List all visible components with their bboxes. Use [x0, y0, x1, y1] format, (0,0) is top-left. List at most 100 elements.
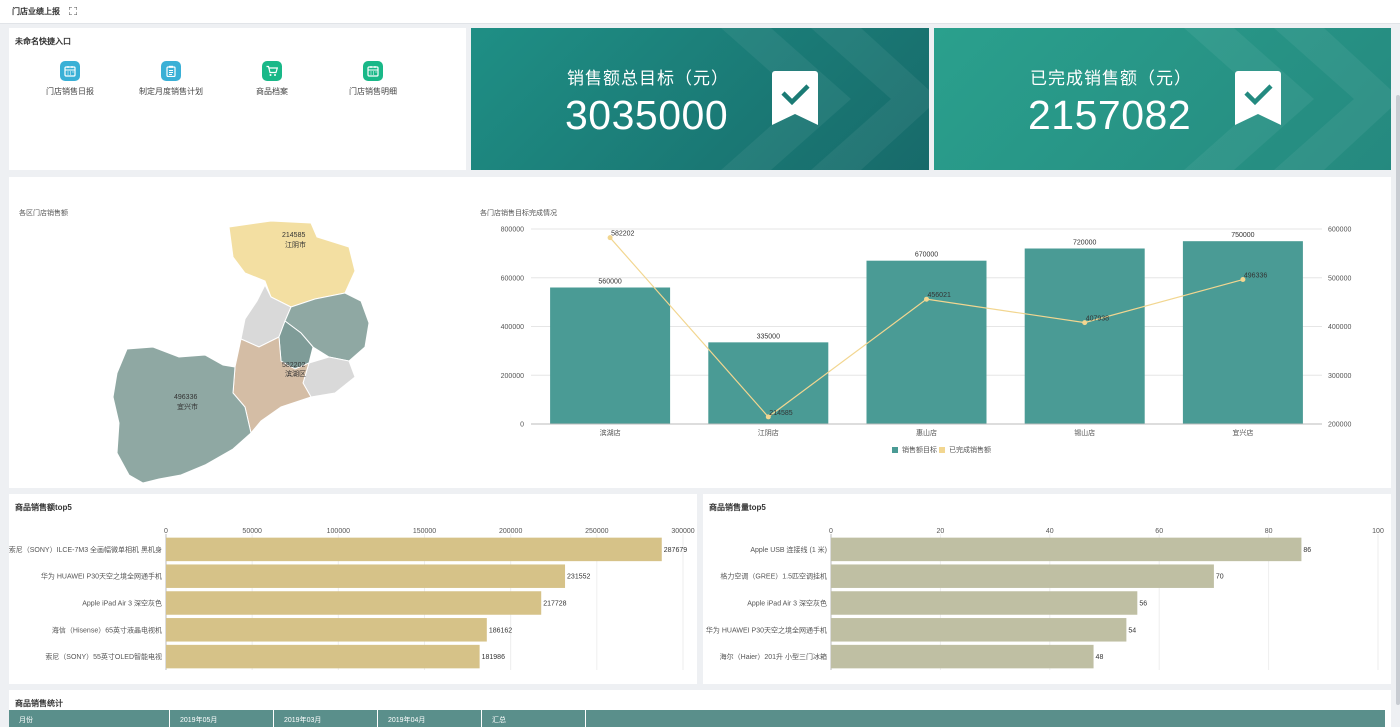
x-tick-label: 50000: [242, 528, 262, 535]
map-value-jiangyin: 214585: [282, 232, 305, 239]
y-tick-left: 400000: [501, 324, 524, 331]
chevron-decoration-icon: [1184, 28, 1391, 170]
sales-stats-title: 商品销售统计: [15, 699, 63, 708]
y-tick-label: 索尼（SONY）ILCE-7M3 全画幅微单相机 黑机身: [9, 545, 162, 554]
bar: [831, 591, 1138, 615]
y-tick-left: 0: [520, 422, 524, 429]
bar: [166, 591, 542, 615]
map-region-yixing[interactable]: [112, 346, 252, 484]
y-tick-label: 海尔（Haier）201升 小型三门冰箱: [720, 652, 827, 661]
bookmark-check-icon: [1235, 71, 1281, 125]
vertical-scrollbar[interactable]: [1396, 95, 1400, 705]
y-tick-label: 格力空调（GREE）1.5匹空调挂机: [720, 572, 827, 581]
bar: [708, 342, 829, 424]
bar: [166, 644, 480, 669]
x-tick-label: 200000: [499, 528, 522, 535]
x-tick-label: 100: [1372, 528, 1384, 535]
line-value-label: 496336: [1244, 273, 1267, 280]
top5-quantity-title: 商品销售量top5: [709, 503, 766, 512]
x-tick-label: 60: [1155, 528, 1163, 535]
region-chart-panel: 各区门店销售额 214585 江阴市 582202 滨湖区 496336 宜兴市…: [9, 177, 1391, 488]
top5-revenue-panel: 商品销售额top5 0 50000 100000 150000 200000 250000…: [9, 494, 697, 684]
y-tick-right: 600000: [1328, 227, 1351, 234]
page-title: 门店业绩上报: [12, 7, 60, 16]
legend-swatch: [892, 447, 898, 453]
quick-item-sales-detail[interactable]: 门店销售明细: [323, 61, 423, 97]
x-tick-label: 150000: [413, 528, 436, 535]
y-tick-label: 华为 HUAWEI P30天空之境全网通手机: [706, 625, 827, 634]
top5-quantity-chart: 0 20 40 60 80 100 Apple USB 连接线 (1 米) 86 格力空调（GR…: [706, 528, 1384, 670]
calendar-icon: [60, 61, 80, 81]
y-tick-label: Apple iPad Air 3 深空灰色: [82, 599, 162, 608]
x-tick-label: 滨湖店: [600, 428, 621, 437]
bar-value-label: 560000: [598, 279, 621, 286]
bar: [831, 644, 1094, 669]
x-tick-label: 20: [937, 528, 945, 535]
bar-value-label: 335000: [757, 333, 780, 340]
sales-stats-table-header: 月份 2019年05月 2019年03月 2019年04月 汇总: [9, 710, 1385, 727]
bar: [866, 260, 987, 424]
line-value-label: 407938: [1086, 316, 1109, 323]
bar-value-label: 750000: [1231, 232, 1254, 239]
bar: [831, 537, 1302, 562]
clipboard-icon: [161, 61, 181, 81]
y-tick-label: 索尼（SONY）55英寸OLED智能电视: [45, 652, 162, 661]
bar: [831, 564, 1214, 588]
quick-item-product-archive[interactable]: 商品档案: [222, 61, 322, 97]
kpi-label: 已完成销售额（元）: [1030, 69, 1192, 88]
table-header-filler: [586, 710, 1385, 727]
y-tick-label: 华为 HUAWEI P30天空之境全网通手机: [41, 572, 162, 581]
kpi-value: 3035000: [565, 92, 729, 138]
y-tick-left: 800000: [501, 227, 524, 234]
fullscreen-icon[interactable]: [69, 7, 77, 15]
bar-value-label: 70: [1216, 574, 1224, 581]
y-tick-right: 500000: [1328, 275, 1351, 282]
chevron-decoration-icon: [721, 28, 929, 170]
y-tick-left: 200000: [501, 373, 524, 380]
x-tick-label: 江阴店: [758, 428, 779, 437]
y-tick-right: 300000: [1328, 373, 1351, 380]
y-tick-right: 200000: [1328, 422, 1351, 429]
quick-item-label: 门店销售明细: [349, 87, 397, 96]
line-point: [1082, 320, 1088, 326]
y-tick-label: 海信（Hisense）65英寸液晶电视机: [52, 625, 162, 634]
table-header-cell[interactable]: 2019年04月: [378, 710, 482, 727]
bar: [831, 618, 1127, 642]
table-header-cell[interactable]: 月份: [9, 710, 170, 727]
bar-value-label: 217728: [543, 601, 566, 608]
kpi-label: 销售额总目标（元）: [567, 69, 729, 88]
line-value-label: 582202: [611, 231, 634, 238]
x-tick-label: 250000: [585, 528, 608, 535]
legend-swatch: [939, 447, 945, 453]
quick-item-monthly-plan[interactable]: 制定月度销售计划: [121, 61, 221, 97]
y-tick-label: Apple iPad Air 3 深空灰色: [747, 599, 827, 608]
kpi-card-completed: 已完成销售额（元） 2157082: [934, 28, 1391, 170]
top5-revenue-chart: 0 50000 100000 150000 200000 250000 300000 索尼（S…: [9, 528, 695, 670]
table-header-cell[interactable]: 汇总: [482, 710, 586, 727]
map-region-xinwu[interactable]: [302, 356, 356, 398]
table-header-cell[interactable]: 2019年03月: [274, 710, 378, 727]
x-tick-label: 惠山店: [916, 428, 937, 437]
bar: [550, 287, 671, 424]
x-tick-label: 锡山店: [1074, 428, 1095, 437]
map-label-binhu: 滨湖区: [285, 369, 306, 378]
map-value-binhu: 582202: [282, 362, 305, 369]
bar-value-label: 186162: [489, 627, 512, 634]
top5-revenue-title: 商品销售额top5: [15, 503, 72, 512]
line-point: [924, 296, 929, 302]
bar: [166, 618, 487, 642]
bar: [166, 537, 662, 562]
quick-item-daily-report[interactable]: 门店销售日报: [20, 61, 120, 97]
bar-value-label: 670000: [915, 252, 938, 259]
x-tick-label: 80: [1265, 528, 1273, 535]
top-bar: 门店业绩上报: [0, 0, 1400, 24]
bar-value-label: 54: [1128, 627, 1136, 634]
bar: [1182, 241, 1303, 424]
x-tick-label: 宜兴店: [1232, 428, 1253, 437]
bar-value-label: 56: [1139, 601, 1147, 608]
region-map: 214585 江阴市 582202 滨湖区 496336 宜兴市: [112, 220, 370, 484]
line-value-label: 456021: [928, 292, 951, 299]
shopping-cart-icon: [262, 61, 282, 81]
bar-value-label: 48: [1096, 654, 1104, 661]
table-header-cell[interactable]: 2019年05月: [170, 710, 274, 727]
